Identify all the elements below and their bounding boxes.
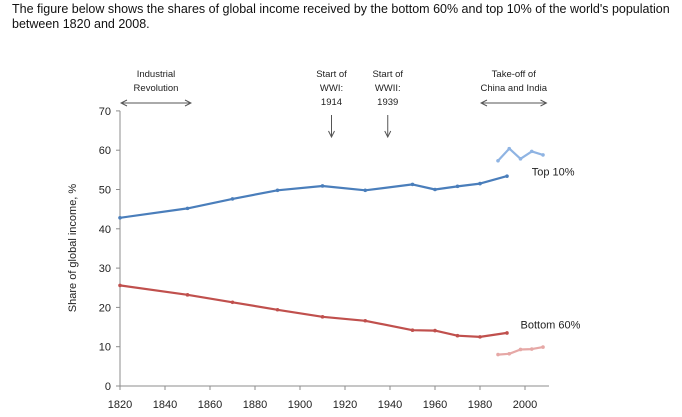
data-point xyxy=(320,184,325,188)
data-point xyxy=(118,215,122,220)
series-line xyxy=(119,175,508,219)
x-tick-label: 1920 xyxy=(333,399,357,411)
y-tick-label: 10 xyxy=(99,342,111,354)
data-point xyxy=(410,328,415,332)
data-point xyxy=(505,331,509,335)
data-point xyxy=(363,188,368,193)
x-tick-label: 1940 xyxy=(378,399,402,411)
annotation-text: Revolution xyxy=(134,83,179,94)
intro-text: The figure below shows the shares of glo… xyxy=(12,2,670,31)
annotation-text: WWII: xyxy=(375,83,401,94)
annotation-text: China and India xyxy=(480,83,547,94)
data-point xyxy=(185,293,190,297)
y-axis-label: Share of global income, % xyxy=(67,184,79,313)
series-label: Bottom 60% xyxy=(521,320,581,332)
annotation-1: Start of WWI: 1914 xyxy=(316,69,347,137)
data-point xyxy=(541,153,545,157)
x-tick-label: 1820 xyxy=(108,399,132,411)
y-tick-label: 60 xyxy=(99,145,111,157)
series-3 xyxy=(496,345,545,357)
x-tick-label: 1880 xyxy=(243,399,267,411)
y-tick-label: 50 xyxy=(99,185,111,197)
series-1 xyxy=(496,146,545,163)
data-point xyxy=(410,182,415,187)
series-labels: Top 10% Bottom 60% xyxy=(521,167,581,332)
y-tick-label: 20 xyxy=(99,302,111,314)
annotation-text: Start of xyxy=(316,69,347,80)
annotation-2: Start of WWII: 1939 xyxy=(372,69,403,137)
series-label: Top 10% xyxy=(532,167,575,179)
data-point xyxy=(478,181,482,186)
data-point xyxy=(275,188,280,193)
data-point xyxy=(529,347,534,351)
tick-labels: 0 10 20 30 40 50 60 70 1820 1840 1860 1880 1900 1920 1… xyxy=(99,106,537,411)
data-point xyxy=(275,307,280,312)
series-0 xyxy=(118,174,509,220)
data-point xyxy=(518,157,523,161)
data-point xyxy=(433,328,437,333)
x-tick-label: 1900 xyxy=(288,399,312,411)
data-point xyxy=(455,184,460,189)
annotation-3: Take-off of China and India xyxy=(480,69,548,103)
annotation-text: WWI: xyxy=(320,83,343,94)
series-line xyxy=(119,284,508,338)
annotation-text: Start of xyxy=(372,69,403,80)
data-point xyxy=(505,174,509,178)
series-lines xyxy=(118,146,545,357)
x-tick-label: 1860 xyxy=(198,399,222,411)
data-point xyxy=(496,159,500,163)
data-point xyxy=(185,206,190,211)
annotation-text: Industrial xyxy=(137,69,176,80)
x-tick-label: 1840 xyxy=(153,399,177,411)
data-point xyxy=(230,197,235,201)
data-point xyxy=(507,146,512,151)
data-point xyxy=(118,283,122,288)
y-tick-label: 0 xyxy=(105,381,111,393)
data-point xyxy=(496,352,500,357)
data-point xyxy=(455,333,460,338)
y-tick-label: 40 xyxy=(99,224,111,236)
annotation-text: 1939 xyxy=(377,97,398,108)
data-point xyxy=(529,149,534,154)
data-point xyxy=(478,335,482,339)
data-point xyxy=(363,318,368,323)
x-tick-label: 1960 xyxy=(423,399,447,411)
data-point xyxy=(433,187,437,192)
data-point xyxy=(518,347,523,352)
annotation-text: Take-off of xyxy=(492,69,537,80)
data-point xyxy=(230,300,235,305)
x-tick-label: 2000 xyxy=(513,399,537,411)
y-tick-label: 70 xyxy=(99,106,111,118)
data-point xyxy=(541,345,545,349)
axes xyxy=(116,110,549,390)
x-tick-label: 1980 xyxy=(468,399,492,411)
data-point xyxy=(320,315,325,319)
y-tick-label: 30 xyxy=(99,263,111,275)
annotation-0: Industrial Revolution xyxy=(121,69,191,103)
series-2 xyxy=(118,283,509,339)
annotation-text: 1914 xyxy=(321,97,342,108)
data-point xyxy=(507,351,512,356)
